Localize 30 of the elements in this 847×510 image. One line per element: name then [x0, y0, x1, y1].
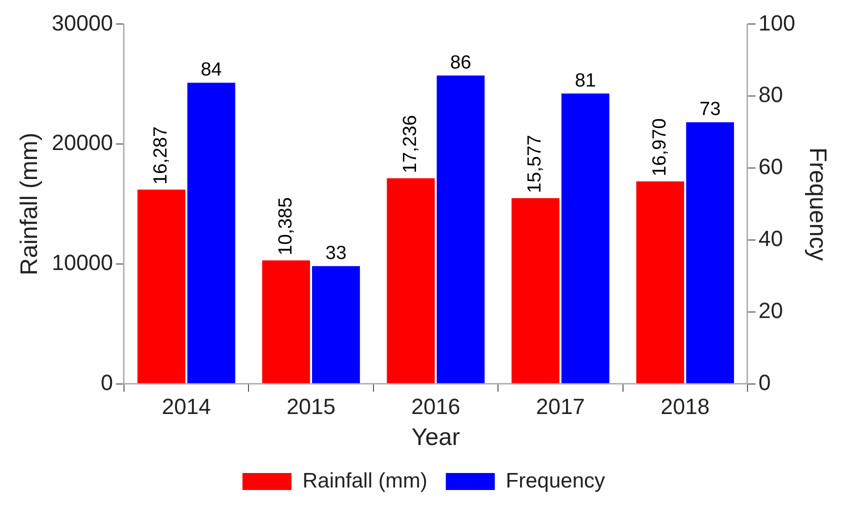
legend-label: Rainfall (mm) [302, 469, 428, 492]
data-label: 16,970 [649, 118, 670, 176]
data-label: 17,236 [400, 115, 422, 174]
y-axis-title: Rainfall (mm) [16, 132, 44, 276]
x-tick-label: 2018 [660, 394, 710, 420]
y2-tick-label: 60 [758, 154, 783, 180]
y-tick-label: 20000 [52, 130, 113, 156]
x-axis-title: Year [411, 424, 460, 452]
y-tick-label: 0 [100, 370, 113, 395]
y2-tick-label: 40 [758, 226, 783, 252]
y2-tick-label: 20 [758, 298, 783, 323]
y-tick-label: 30000 [52, 10, 113, 36]
y2-axis-title: Frequency [804, 147, 831, 261]
data-label: 81 [574, 70, 596, 92]
y2-tick-label: 80 [758, 82, 783, 108]
data-label: 33 [325, 242, 347, 264]
x-tick-label: 2014 [162, 394, 211, 420]
data-label: 10,385 [275, 197, 296, 256]
x-tick-label: 2015 [286, 394, 336, 420]
data-label: 73 [700, 99, 721, 120]
y2-tick-label: 100 [758, 10, 796, 36]
y2-tick-label: 0 [758, 370, 771, 395]
legend-label: Frequency [506, 469, 606, 492]
data-label: 84 [200, 59, 222, 80]
x-tick-label: 2017 [536, 394, 585, 420]
data-label: 86 [450, 52, 472, 74]
data-label: 16,287 [150, 126, 172, 185]
x-tick-label: 2016 [411, 394, 460, 420]
y-tick-label: 10000 [52, 250, 113, 275]
data-label: 15,577 [524, 134, 546, 194]
